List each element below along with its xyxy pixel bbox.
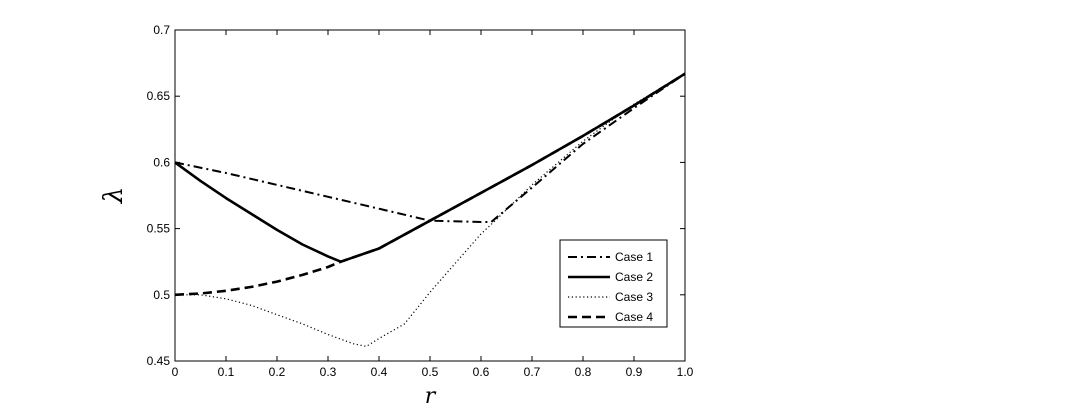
y-tick-label: 0.7 xyxy=(153,23,170,37)
y-tick-label: 0.65 xyxy=(147,89,171,103)
series-line-case-1 xyxy=(174,72,686,223)
y-tick-label: 0.6 xyxy=(153,155,170,169)
series-line-case-4 xyxy=(174,72,686,297)
x-axis-label: r xyxy=(425,384,437,407)
y-tick-label: 0.5 xyxy=(153,288,170,302)
legend-label-case-2: Case 2 xyxy=(615,270,653,284)
y-tick-label: 0.45 xyxy=(147,354,171,368)
y-tick-label: 0.55 xyxy=(147,222,171,236)
x-tick-label: 0.6 xyxy=(473,365,490,379)
x-tick-label: 0.7 xyxy=(524,365,541,379)
x-tick-label: 1.0 xyxy=(677,365,694,379)
legend: Case 1 Case 2 Case 3 Case 4 xyxy=(559,239,668,328)
x-tick-label: 0.5 xyxy=(422,365,439,379)
y-axis-label: λ xyxy=(99,187,129,204)
x-tick-label: 0.3 xyxy=(320,365,337,379)
legend-label-case-1: Case 1 xyxy=(615,250,653,264)
x-tick-label: 0.4 xyxy=(371,365,388,379)
x-tick-label: 0.1 xyxy=(218,365,235,379)
x-tick-label: 0.8 xyxy=(575,365,592,379)
x-tick-label: 0.9 xyxy=(626,365,643,379)
x-tick-label: 0.2 xyxy=(269,365,286,379)
x-tick-label: 0 xyxy=(172,365,179,379)
legend-box xyxy=(559,239,668,328)
axis-ticks: 0 0.1 0.2 0.3 0.4 0.5 0.6 0.7 0.8 0.9 1.0 0.45 0.5 0.… xyxy=(147,23,694,379)
legend-label-case-3: Case 3 xyxy=(615,290,653,304)
series-lines xyxy=(174,72,686,347)
legend-label-case-4: Case 4 xyxy=(615,310,653,324)
